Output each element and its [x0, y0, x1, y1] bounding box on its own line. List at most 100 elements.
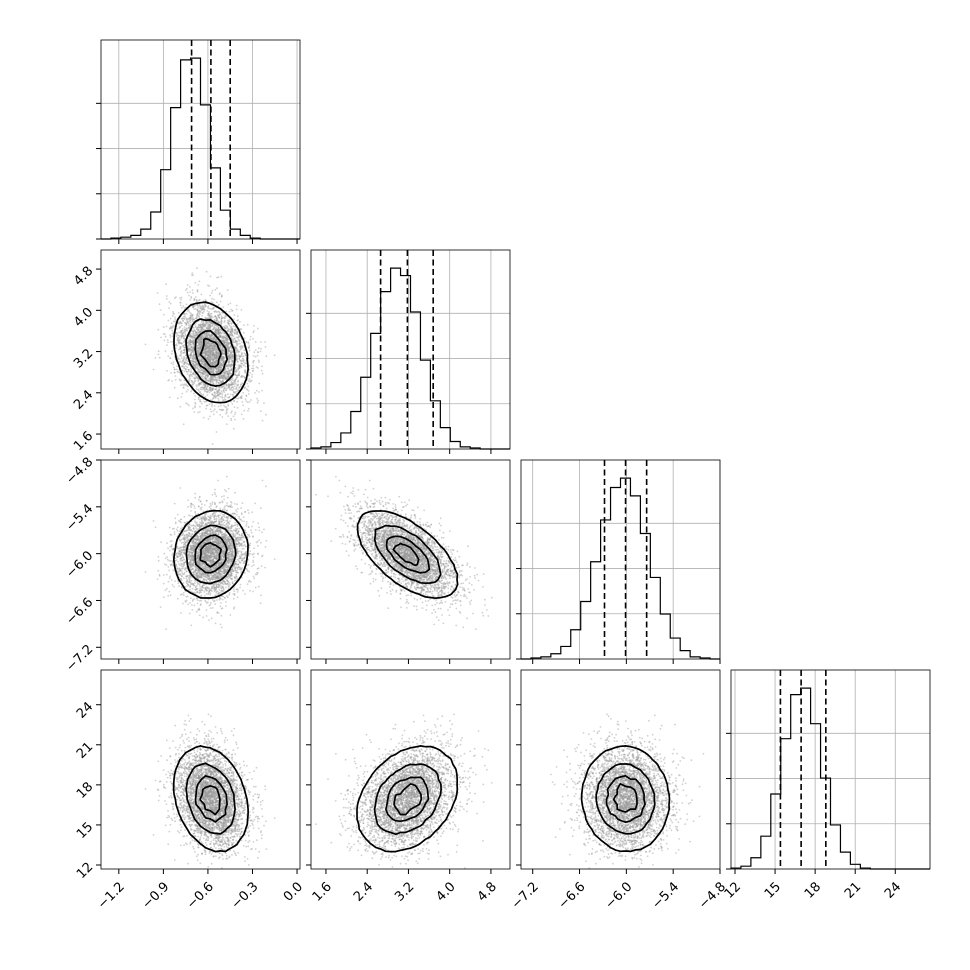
- sample-point: [193, 332, 196, 335]
- sample-point: [192, 318, 195, 320]
- sample-point: [222, 358, 225, 361]
- sample-point: [168, 396, 171, 399]
- sample-point: [212, 328, 215, 331]
- sample-point: [247, 342, 250, 345]
- sample-point: [244, 365, 247, 368]
- sample-point: [226, 326, 228, 329]
- sample-point: [182, 341, 185, 343]
- sample-point: [227, 345, 230, 347]
- sample-point: [175, 368, 178, 371]
- sample-point: [240, 413, 243, 416]
- sample-point: [157, 350, 160, 353]
- sample-point: [204, 349, 207, 352]
- sample-point: [208, 343, 211, 345]
- sample-point: [219, 368, 222, 370]
- sample-point: [206, 317, 209, 320]
- sample-point: [221, 372, 224, 375]
- sample-point: [205, 332, 208, 335]
- sample-point: [205, 321, 208, 323]
- sample-point: [219, 336, 222, 338]
- sample-point: [218, 374, 221, 377]
- sample-point: [224, 398, 227, 401]
- sample-point: [211, 376, 214, 379]
- sample-point: [213, 405, 216, 407]
- sample-point: [210, 376, 212, 379]
- sample-point: [210, 388, 212, 390]
- sample-point: [257, 399, 260, 402]
- sample-point: [228, 365, 231, 368]
- sample-point: [228, 320, 231, 323]
- sample-point: [258, 382, 261, 385]
- sample-point: [242, 331, 245, 334]
- sample-point: [210, 379, 213, 381]
- sample-point: [241, 375, 243, 377]
- sample-point: [238, 342, 241, 345]
- sample-point: [225, 375, 228, 378]
- sample-point: [188, 345, 191, 348]
- sample-point: [214, 330, 217, 333]
- sample-point: [208, 347, 211, 350]
- sample-point: [225, 383, 227, 386]
- sample-point: [215, 324, 217, 326]
- hist-panel-1: [96, 39, 301, 244]
- sample-point: [223, 337, 225, 339]
- sample-point: [201, 311, 204, 314]
- sample-point: [238, 372, 241, 375]
- sample-point: [238, 370, 241, 373]
- sample-point: [204, 375, 207, 378]
- sample-point: [233, 400, 235, 403]
- sample-point: [226, 349, 229, 352]
- sample-point: [216, 391, 219, 393]
- sample-point: [220, 356, 223, 358]
- sample-point: [164, 333, 166, 336]
- sample-point: [189, 319, 192, 321]
- sample-point: [197, 377, 200, 379]
- sample-point: [238, 339, 241, 342]
- sample-point: [188, 311, 191, 313]
- sample-point: [186, 291, 189, 294]
- sample-point: [221, 317, 223, 320]
- sample-point: [212, 352, 215, 355]
- sample-point: [217, 389, 220, 392]
- sample-point: [236, 384, 239, 387]
- sample-point: [183, 331, 186, 334]
- sample-point: [192, 326, 195, 329]
- sample-point: [210, 308, 213, 311]
- sample-point: [190, 337, 193, 339]
- sample-point: [227, 372, 230, 375]
- sample-point: [212, 361, 215, 364]
- sample-point: [169, 327, 171, 329]
- sample-point: [225, 345, 228, 347]
- sample-point: [259, 602, 262, 605]
- sample-point: [204, 352, 207, 355]
- sample-point: [203, 304, 205, 307]
- sample-point: [201, 344, 203, 347]
- sample-point: [234, 347, 237, 349]
- sample-point: [220, 377, 223, 380]
- sample-point: [210, 344, 213, 347]
- sample-point: [211, 361, 214, 364]
- sample-point: [200, 338, 203, 341]
- sample-point: [199, 324, 202, 327]
- sample-point: [218, 332, 221, 335]
- sample-point: [162, 574, 165, 576]
- sample-point: [183, 383, 186, 386]
- sample-point: [191, 272, 194, 274]
- sample-point: [185, 402, 188, 405]
- sample-point: [209, 313, 212, 315]
- sample-point: [194, 406, 197, 409]
- sample-point: [214, 361, 216, 364]
- sample-point: [213, 354, 215, 357]
- sample-point: [195, 328, 198, 331]
- sample-point: [228, 310, 231, 313]
- sample-point: [221, 351, 224, 354]
- sample-point: [254, 349, 257, 351]
- sample-point: [214, 393, 217, 396]
- sample-point: [188, 324, 190, 327]
- sample-point: [240, 518, 242, 521]
- sample-point: [214, 328, 217, 331]
- sample-point: [243, 359, 245, 361]
- sample-point: [144, 343, 147, 346]
- sample-point: [198, 353, 200, 356]
- sample-point: [229, 369, 232, 372]
